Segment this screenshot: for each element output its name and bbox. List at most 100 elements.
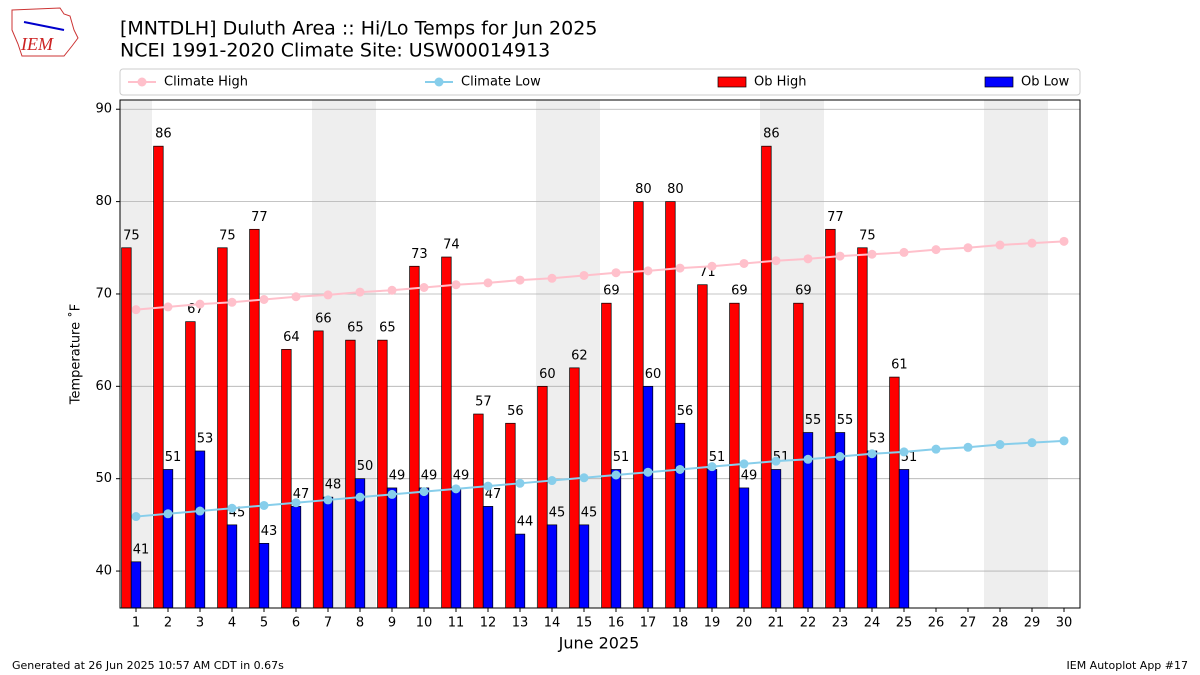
bar (697, 284, 708, 609)
marker (131, 512, 141, 522)
bar (642, 385, 654, 609)
legend-marker (434, 77, 444, 87)
bar (857, 247, 868, 609)
value-label: 77 (827, 210, 844, 225)
x-tick-label: 20 (736, 616, 753, 631)
bar (546, 524, 558, 609)
footer-left: Generated at 26 Jun 2025 10:57 AM CDT in… (12, 659, 284, 672)
marker (387, 489, 397, 499)
value-label: 77 (251, 210, 268, 225)
x-tick-label: 12 (480, 616, 497, 631)
value-label: 73 (411, 247, 428, 262)
value-label: 43 (261, 524, 278, 539)
marker (131, 305, 141, 315)
bar (674, 422, 686, 609)
y-tick-label: 90 (95, 102, 112, 117)
marker (771, 456, 781, 466)
value-label: 49 (421, 468, 438, 483)
x-tick-label: 1 (132, 616, 140, 631)
value-label: 66 (315, 311, 332, 326)
x-tick-label: 10 (416, 616, 433, 631)
marker (227, 503, 237, 513)
x-tick-label: 24 (864, 616, 881, 631)
marker (419, 282, 429, 292)
value-label: 60 (645, 367, 662, 382)
x-tick-label: 21 (768, 616, 785, 631)
marker (291, 498, 301, 508)
value-label: 75 (219, 228, 236, 243)
marker (899, 447, 909, 457)
value-label: 49 (453, 468, 470, 483)
marker (643, 467, 653, 477)
marker (739, 459, 749, 469)
bar (409, 265, 420, 609)
marker (835, 452, 845, 462)
marker (579, 270, 589, 280)
bar (514, 533, 526, 609)
marker (1059, 236, 1069, 246)
marker (835, 251, 845, 261)
plot-frame (119, 99, 1081, 609)
marker (259, 500, 269, 510)
marker (899, 247, 909, 257)
bar (290, 506, 302, 609)
value-label: 80 (635, 182, 652, 197)
legend-label: Ob Low (1021, 75, 1070, 90)
marker (451, 484, 461, 494)
x-tick-label: 17 (640, 616, 657, 631)
x-tick-label: 22 (800, 616, 817, 631)
x-tick-label: 5 (260, 616, 268, 631)
marker (387, 285, 397, 295)
marker (739, 258, 749, 268)
marker (259, 295, 269, 305)
value-label: 47 (485, 487, 502, 502)
x-tick-label: 2 (164, 616, 172, 631)
value-label: 45 (581, 505, 598, 520)
marker (963, 243, 973, 253)
bar (738, 487, 750, 609)
bar (825, 228, 836, 609)
x-tick-label: 26 (928, 616, 945, 631)
marker (355, 492, 365, 502)
bar (258, 542, 270, 609)
bar (665, 201, 676, 609)
marker (675, 263, 685, 273)
marker (1059, 436, 1069, 446)
value-label: 51 (613, 450, 630, 465)
marker (547, 476, 557, 486)
bar (866, 450, 878, 609)
value-label: 75 (123, 228, 140, 243)
x-tick-label: 23 (832, 616, 849, 631)
bar (441, 256, 452, 609)
marker (227, 297, 237, 307)
legend-label: Climate High (164, 75, 248, 90)
bar (601, 302, 612, 609)
marker (163, 509, 173, 519)
marker (515, 275, 525, 285)
marker (323, 290, 333, 300)
bar (194, 450, 206, 609)
marker (867, 449, 877, 459)
value-label: 41 (133, 542, 150, 557)
value-label: 49 (741, 468, 758, 483)
value-label: 86 (763, 127, 780, 142)
logo: IEM (11, 7, 79, 57)
legend-swatch (984, 76, 1014, 88)
value-label: 56 (677, 404, 694, 419)
bar (386, 487, 398, 609)
value-label: 56 (507, 404, 524, 419)
marker (803, 254, 813, 264)
marker (195, 299, 205, 309)
logo-outline (11, 7, 79, 57)
x-tick-label: 3 (196, 616, 204, 631)
marker (163, 302, 173, 312)
marker (483, 278, 493, 288)
marker (1027, 438, 1037, 448)
weekend-shade (1016, 100, 1048, 608)
marker (995, 440, 1005, 450)
legend-label: Climate Low (461, 75, 541, 90)
value-label: 60 (539, 367, 556, 382)
value-label: 51 (709, 450, 726, 465)
x-tick-label: 8 (356, 616, 364, 631)
